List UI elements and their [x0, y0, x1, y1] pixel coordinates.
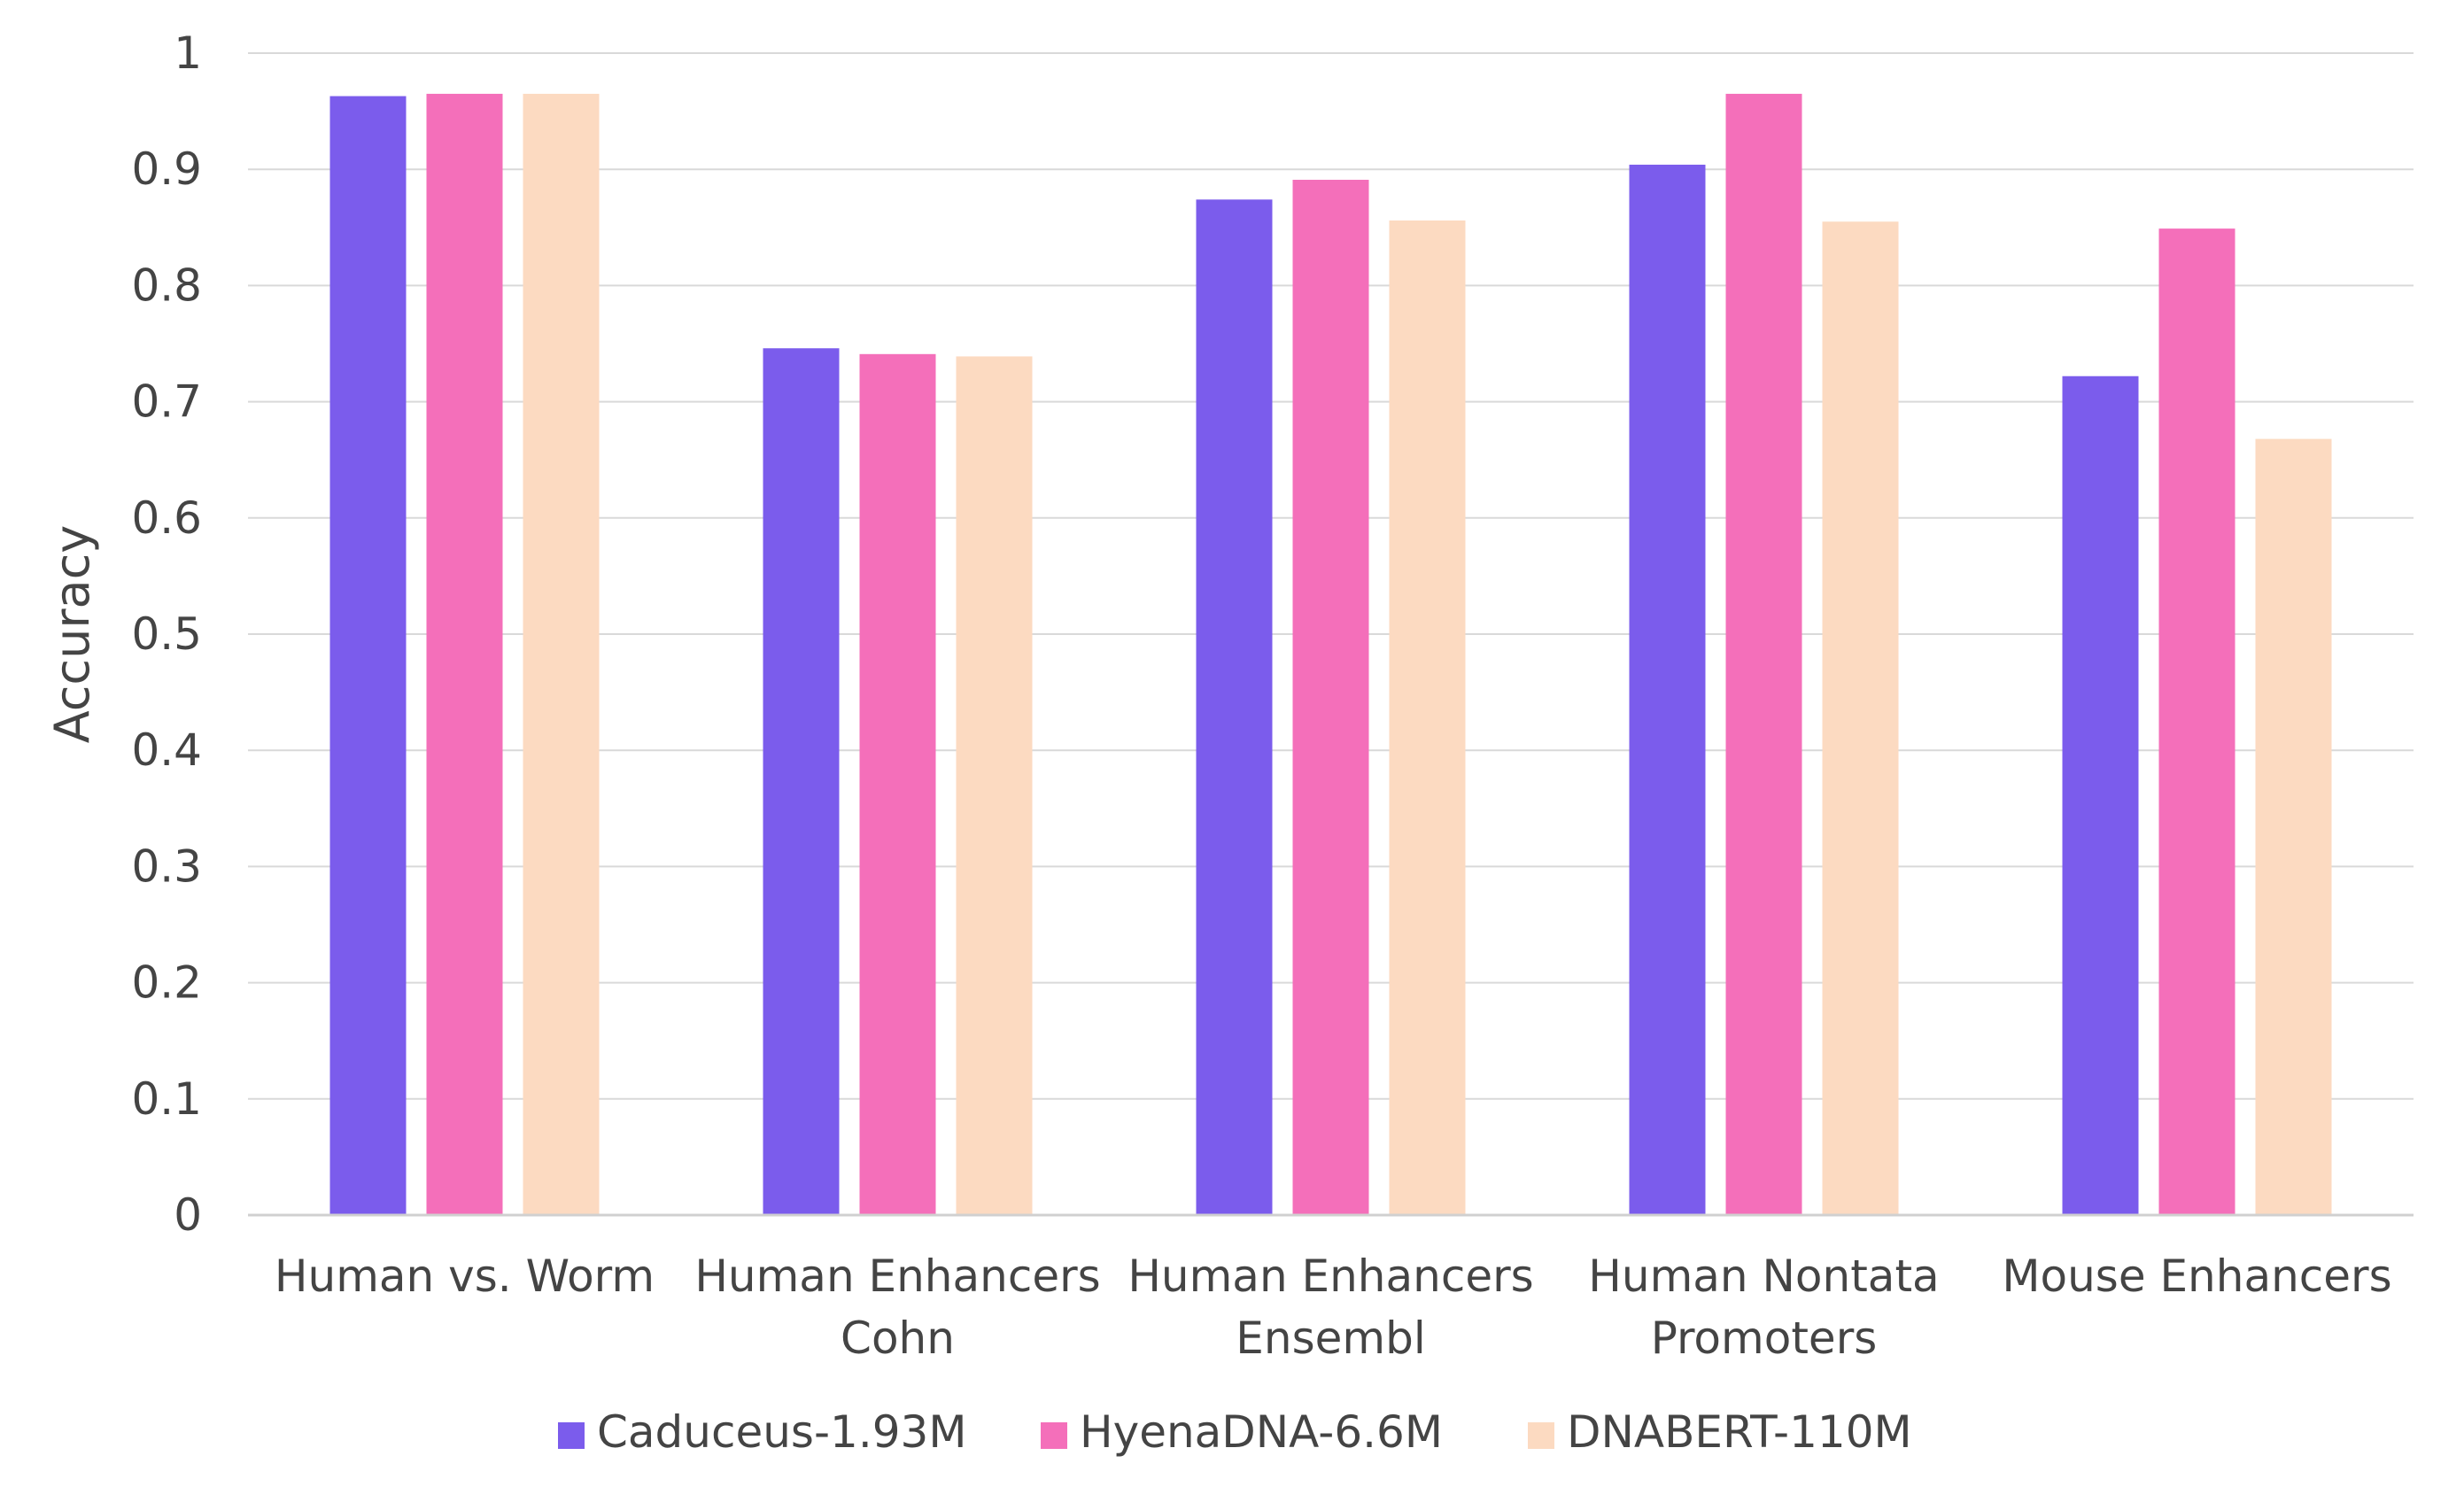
y-tick-label: 0.6: [131, 492, 202, 544]
y-tick-label: 0.9: [131, 143, 202, 195]
category-label: Human Enhancers Ensembl: [1127, 1251, 1533, 1364]
category-label: Human Nontata Promoters: [1588, 1251, 1939, 1364]
category-label: Mouse Enhancers: [2002, 1251, 2391, 1302]
y-tick-label: 0: [174, 1189, 202, 1241]
bar: [426, 93, 503, 1215]
category-label: Human vs. Worm: [275, 1251, 655, 1302]
y-axis-title: Accuracy: [44, 525, 100, 744]
y-tick-label: 0.7: [131, 376, 202, 428]
bar: [763, 348, 840, 1215]
bar: [1292, 180, 1369, 1215]
bar: [2158, 228, 2235, 1215]
y-tick-labels: 0 0.1 0.2 0.3 0.4 0.5 0.6 0.7 0.8 0.9 1: [131, 27, 202, 1241]
bar: [2255, 438, 2332, 1216]
legend-label: Caduceus-1.93M: [597, 1406, 966, 1458]
y-tick-label: 0.8: [131, 259, 202, 311]
legend-swatch: [1041, 1422, 1067, 1449]
bar: [1725, 93, 1802, 1215]
y-tick-label: 0.1: [131, 1073, 202, 1125]
bar: [1629, 164, 1706, 1215]
bar: [329, 96, 407, 1216]
legend-swatch: [558, 1422, 585, 1449]
bar: [1822, 221, 1899, 1216]
bar: [1196, 199, 1273, 1215]
y-tick-label: 1: [174, 27, 202, 79]
y-tick-label: 0.3: [131, 840, 202, 892]
legend: Caduceus-1.93M HyenaDNA-6.6M DNABERT-110M: [558, 1406, 1912, 1458]
bar: [859, 353, 936, 1216]
category-label: Human Enhancers Cohn: [694, 1251, 1100, 1364]
bar: [523, 93, 600, 1215]
y-tick-label: 0.2: [131, 957, 202, 1009]
y-tick-label: 0.5: [131, 608, 202, 660]
bars: [329, 93, 2332, 1216]
bar: [1389, 220, 1466, 1216]
legend-swatch: [1528, 1422, 1554, 1449]
y-tick-label: 0.4: [131, 724, 202, 776]
bar: [956, 356, 1033, 1215]
bar: [2062, 376, 2139, 1216]
legend-label: HyenaDNA-6.6M: [1080, 1406, 1443, 1458]
legend-label: DNABERT-110M: [1567, 1406, 1912, 1458]
